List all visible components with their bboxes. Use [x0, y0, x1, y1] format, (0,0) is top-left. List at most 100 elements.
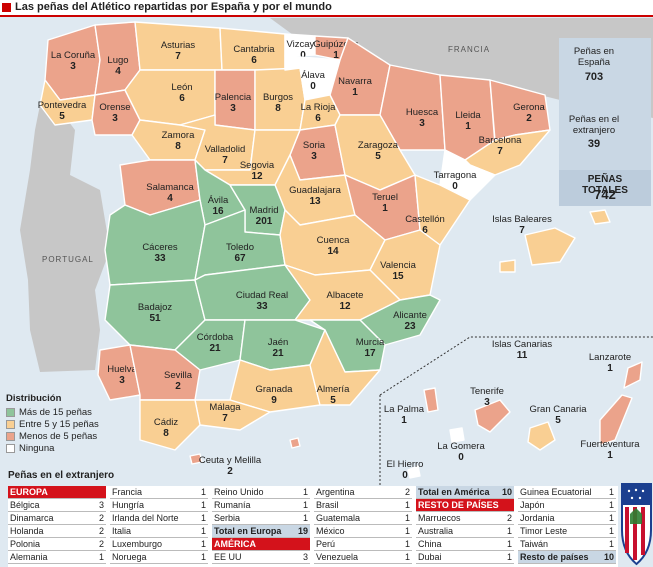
abroad-row: Rumanía 1 — [212, 499, 310, 512]
legend-swatch — [6, 443, 15, 453]
province-label: La Rioja — [301, 102, 337, 113]
abroad-country: Holanda — [10, 526, 44, 536]
abroad-row: Marruecos 2 — [416, 512, 514, 525]
province-label: Burgos — [263, 92, 293, 103]
province-label: Granada — [256, 384, 294, 395]
abroad-count: 1 — [302, 513, 308, 523]
abroad-count: 3 — [302, 552, 308, 562]
province-value: 0 — [310, 81, 316, 92]
legend-title: Distribución — [6, 393, 62, 404]
abroad-row: Resto de países 10 — [518, 551, 616, 564]
island-label: El Hierro — [387, 459, 424, 470]
abroad-count: 1 — [506, 552, 512, 562]
legend-label: Más de 15 peñas — [19, 406, 92, 418]
province-value: 7 — [222, 155, 228, 166]
abroad-row: Venezuela 1 — [314, 551, 412, 564]
total-strip — [559, 170, 651, 206]
province-label: Pontevedra — [38, 100, 87, 111]
province-ceuta-y-melilla — [189, 437, 301, 465]
province-value: 12 — [251, 171, 263, 182]
abroad-country: Timor Leste — [520, 526, 568, 536]
title-square-icon — [2, 3, 11, 12]
province-almeria — [309, 329, 381, 406]
province-value: 8 — [175, 141, 181, 152]
abroad-table: EUROPA Bélgica 3 Dinamarca 2 Holanda 2 Polonia 2… — [8, 486, 618, 567]
abroad-count: 2 — [506, 513, 512, 523]
abroad-country: Luxemburgo — [112, 539, 163, 549]
abroad-country: Italia — [112, 526, 132, 536]
abroad-country: Alemania — [10, 552, 48, 562]
abroad-country: Jordania — [520, 513, 555, 523]
province-value: 3 — [119, 375, 125, 386]
abroad-row: EE UU 3 — [212, 551, 310, 564]
legend-swatch — [6, 431, 15, 441]
island-label: Gran Canaria — [529, 404, 587, 415]
canarias-value: 11 — [517, 350, 528, 361]
province-value: 16 — [212, 206, 224, 217]
island-lanzarote — [623, 361, 643, 389]
abroad-row: Polonia 2 — [8, 538, 106, 551]
abroad-count: 1 — [200, 552, 206, 562]
extranjero-label: Peñas en el extranjero — [568, 114, 620, 136]
island-value: 0 — [458, 452, 464, 463]
island-label: La Gomera — [437, 441, 485, 452]
province-value: 23 — [404, 321, 416, 332]
province-label: Huelva — [107, 364, 137, 375]
province-castellon — [414, 174, 471, 246]
abroad-country: Taiwán — [520, 539, 549, 549]
abroad-count: 1 — [404, 500, 410, 510]
island-label: Tenerife — [470, 386, 504, 397]
abroad-column: Argentina 2 Brasil 1 Guatemala 1 México 1 Perú 1 V… — [314, 486, 412, 564]
abroad-count: 10 — [501, 487, 512, 497]
province-label: Córdoba — [197, 332, 234, 343]
abroad-row: AMÉRICA — [212, 538, 310, 551]
province-value: 1 — [382, 203, 388, 214]
province-label: Ávila — [208, 195, 229, 206]
abroad-title: Peñas en el extranjero — [8, 470, 115, 481]
island-value: 1 — [607, 363, 613, 374]
province-value: 2 — [526, 113, 532, 124]
province-label: Valladolid — [205, 144, 246, 155]
abroad-count: 1 — [302, 500, 308, 510]
abroad-count: 1 — [404, 513, 410, 523]
abroad-row: Guatemala 1 — [314, 512, 412, 525]
province-value: 33 — [154, 253, 166, 264]
abroad-country: EUROPA — [10, 487, 48, 497]
abroad-row: Serbia 1 — [212, 512, 310, 525]
abroad-column: EUROPA Bélgica 3 Dinamarca 2 Holanda 2 Polonia 2… — [8, 486, 106, 564]
abroad-country: Dubai — [418, 552, 442, 562]
province-label: Cáceres — [142, 242, 178, 253]
abroad-count: 19 — [297, 526, 308, 536]
province-label: Murcia — [356, 337, 385, 348]
abroad-row: Argentina 2 — [314, 486, 412, 499]
province-label: Vizcaya — [286, 39, 320, 50]
abroad-count: 1 — [608, 500, 614, 510]
abroad-count: 1 — [404, 526, 410, 536]
abroad-row: Bélgica 3 — [8, 499, 106, 512]
abroad-row: Dubai 1 — [416, 551, 514, 564]
legend-swatch — [6, 419, 15, 429]
abroad-count: 2 — [98, 539, 104, 549]
abroad-country: México — [316, 526, 345, 536]
legend-item: Ninguna — [6, 442, 110, 454]
abroad-row: Hungría 1 — [110, 499, 208, 512]
province-label: Gerona — [513, 102, 545, 113]
island-la-gomera — [449, 427, 465, 443]
abroad-country: Total en América — [418, 487, 490, 497]
island-tenerife — [474, 399, 511, 433]
page-title: Las peñas del Atlético repartidas por Es… — [15, 1, 332, 13]
espana-label: Peñas en España — [573, 46, 615, 68]
province-islas-baleares — [499, 209, 611, 273]
abroad-country: Reino Unido — [214, 487, 264, 497]
abroad-country: Noruega — [112, 552, 147, 562]
province-label: Tarragona — [434, 170, 477, 181]
province-label: León — [171, 82, 192, 93]
abroad-country: Argentina — [316, 487, 355, 497]
abroad-row: Timor Leste 1 — [518, 525, 616, 538]
portugal-label: PORTUGAL — [42, 255, 94, 264]
province-value: 51 — [149, 313, 161, 324]
abroad-row: Taiwán 1 — [518, 538, 616, 551]
province-value: 201 — [256, 216, 273, 227]
province-label: Almería — [317, 384, 350, 395]
